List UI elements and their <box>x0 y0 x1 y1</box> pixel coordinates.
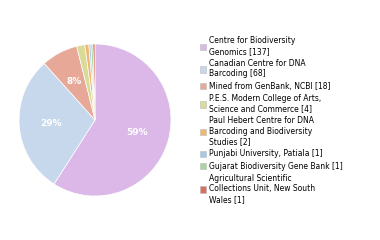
Text: 29%: 29% <box>40 119 62 128</box>
Text: 59%: 59% <box>127 128 148 137</box>
Wedge shape <box>19 63 95 184</box>
Wedge shape <box>93 44 95 120</box>
Wedge shape <box>54 44 171 196</box>
Wedge shape <box>91 44 95 120</box>
Wedge shape <box>77 45 95 120</box>
Wedge shape <box>85 44 95 120</box>
Wedge shape <box>44 46 95 120</box>
Legend: Centre for Biodiversity
Genomics [137], Canadian Centre for DNA
Barcoding [68], : Centre for Biodiversity Genomics [137], … <box>200 36 343 204</box>
Text: 8%: 8% <box>67 77 82 85</box>
Wedge shape <box>89 44 95 120</box>
